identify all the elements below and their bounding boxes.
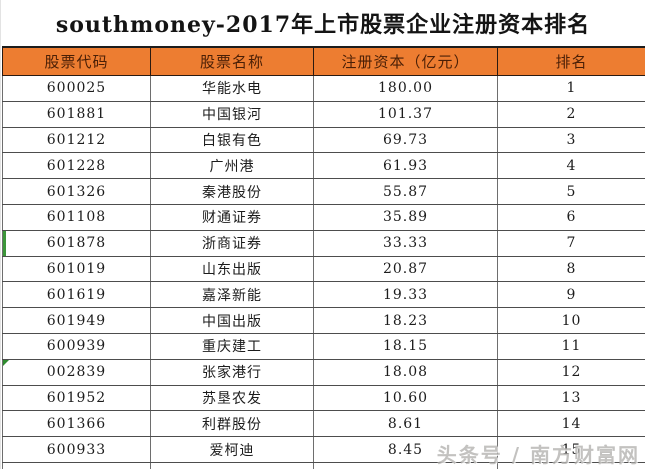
cell-registered-capital: 19.33 — [313, 281, 498, 309]
cell-rank: 13 — [497, 384, 645, 412]
cell-rank — [497, 461, 645, 469]
cell-rank: 1 — [497, 75, 645, 102]
table-row: 601952 苏垦农发 10.60 13 — [2, 384, 645, 412]
cell-stock-name: 华能水电 — [150, 75, 314, 102]
registered-capital-table: 股票代码 股票名称 注册资本（亿元） 排名 600025 华能水电 180.00… — [2, 46, 645, 469]
cell-stock-code: 601019 — [2, 255, 151, 283]
cell-stock-name: 白银有色 — [150, 126, 314, 154]
cell-registered-capital: 35.89 — [313, 203, 498, 231]
cell-rank: 12 — [497, 358, 645, 386]
table-row: 600025 华能水电 180.00 1 — [2, 75, 645, 102]
cell-stock-name: 财通证券 — [150, 203, 314, 231]
cell-rank: 9 — [497, 281, 645, 309]
cell-stock-code: 600025 — [2, 75, 151, 102]
cell-stock-code: 600939 — [2, 332, 151, 360]
cell-registered-capital: 180.00 — [313, 75, 498, 102]
cell-stock-name: 中国银河 — [150, 100, 314, 128]
table-row: 601619 嘉泽新能 19.33 9 — [2, 281, 645, 309]
table-row: 601366 利群股份 8.61 14 — [2, 410, 645, 438]
cell-stock-name: 浙商证券 — [150, 229, 314, 257]
cell-registered-capital: 61.93 — [313, 152, 498, 180]
cell-stock-code: 601326 — [2, 178, 151, 205]
table-row: 601878 浙商证券 33.33 7 — [2, 229, 645, 257]
cell-rank: 11 — [497, 332, 645, 360]
cell-stock-code: 601949 — [2, 307, 151, 334]
cell-stock-name: 苏垦农发 — [150, 384, 314, 412]
cell-rank: 5 — [497, 178, 645, 205]
table-row: 601326 秦港股份 55.87 5 — [2, 178, 645, 205]
cell-registered-capital: 20.87 — [313, 255, 498, 283]
page-title: southmoney-2017年上市股票企业注册资本排名 — [55, 12, 591, 38]
cell-stock-name: 利群股份 — [150, 410, 314, 438]
cell-registered-capital: 69.73 — [313, 126, 498, 154]
cell-registered-capital: 33.33 — [313, 229, 498, 257]
table-row: 601108 财通证券 35.89 6 — [2, 203, 645, 231]
cell-stock-name: 秦港股份 — [150, 178, 314, 205]
table-body: 600025 华能水电 180.00 1 601881 中国银河 101.37 … — [2, 75, 645, 469]
cell-registered-capital — [313, 461, 498, 469]
table-row: 600939 重庆建工 18.15 11 — [2, 332, 645, 360]
cell-rank: 6 — [497, 203, 645, 231]
cell-rank: 10 — [497, 307, 645, 334]
table-row: 002839 张家港行 18.08 12 — [2, 358, 645, 386]
cell-rank: 4 — [497, 152, 645, 180]
table-row: 600933 爱柯迪 8.45 15 — [2, 436, 645, 463]
cell-stock-code: 600933 — [2, 436, 151, 463]
cell-stock-code: 601366 — [2, 410, 151, 438]
cell-stock-code: 002839 — [2, 358, 151, 386]
cell-registered-capital: 10.60 — [313, 384, 498, 412]
table-row: 601212 白银有色 69.73 3 — [2, 126, 645, 154]
column-header-registered-capital: 注册资本（亿元） — [313, 46, 498, 76]
cell-stock-code: 601952 — [2, 384, 151, 412]
table-row: 601949 中国出版 18.23 10 — [2, 307, 645, 334]
cell-registered-capital: 18.15 — [313, 332, 498, 360]
partial-empty-row — [2, 461, 645, 469]
cell-rank: 15 — [497, 436, 645, 463]
cell-rank: 2 — [497, 100, 645, 128]
cell-stock-code — [2, 461, 151, 469]
table-row: 601019 山东出版 20.87 8 — [2, 255, 645, 283]
cell-rank: 14 — [497, 410, 645, 438]
cell-stock-name: 嘉泽新能 — [150, 281, 314, 309]
cell-stock-code: 601881 — [2, 100, 151, 128]
cell-registered-capital: 18.08 — [313, 358, 498, 386]
cell-stock-code: 601108 — [2, 203, 151, 231]
column-header-stock-name: 股票名称 — [150, 46, 314, 76]
cell-registered-capital: 8.45 — [313, 436, 498, 463]
cell-stock-code: 601212 — [2, 126, 151, 154]
cell-stock-code: 601619 — [2, 281, 151, 309]
cell-stock-name: 重庆建工 — [150, 332, 314, 360]
cell-registered-capital: 8.61 — [313, 410, 498, 438]
cell-registered-capital: 101.37 — [313, 100, 498, 128]
cell-stock-code: 601228 — [2, 152, 151, 180]
cell-rank: 3 — [497, 126, 645, 154]
table-row: 601881 中国银河 101.37 2 — [2, 100, 645, 128]
cell-stock-name: 中国出版 — [150, 307, 314, 334]
cell-stock-name: 爱柯迪 — [150, 436, 314, 463]
table-row: 601228 广州港 61.93 4 — [2, 152, 645, 180]
title-band: southmoney-2017年上市股票企业注册资本排名 — [1, 0, 645, 46]
cell-registered-capital: 55.87 — [313, 178, 498, 205]
cell-stock-name: 山东出版 — [150, 255, 314, 283]
column-header-rank: 排名 — [497, 46, 645, 76]
cell-stock-code: 601878 — [2, 229, 151, 257]
cell-rank: 8 — [497, 255, 645, 283]
column-header-stock-code: 股票代码 — [2, 46, 151, 76]
cell-stock-name: 广州港 — [150, 152, 314, 180]
table-header-row: 股票代码 股票名称 注册资本（亿元） 排名 — [2, 46, 645, 76]
cell-registered-capital: 18.23 — [313, 307, 498, 334]
cell-stock-name: 张家港行 — [150, 358, 314, 386]
cell-rank: 7 — [497, 229, 645, 257]
cell-stock-name — [150, 461, 314, 469]
